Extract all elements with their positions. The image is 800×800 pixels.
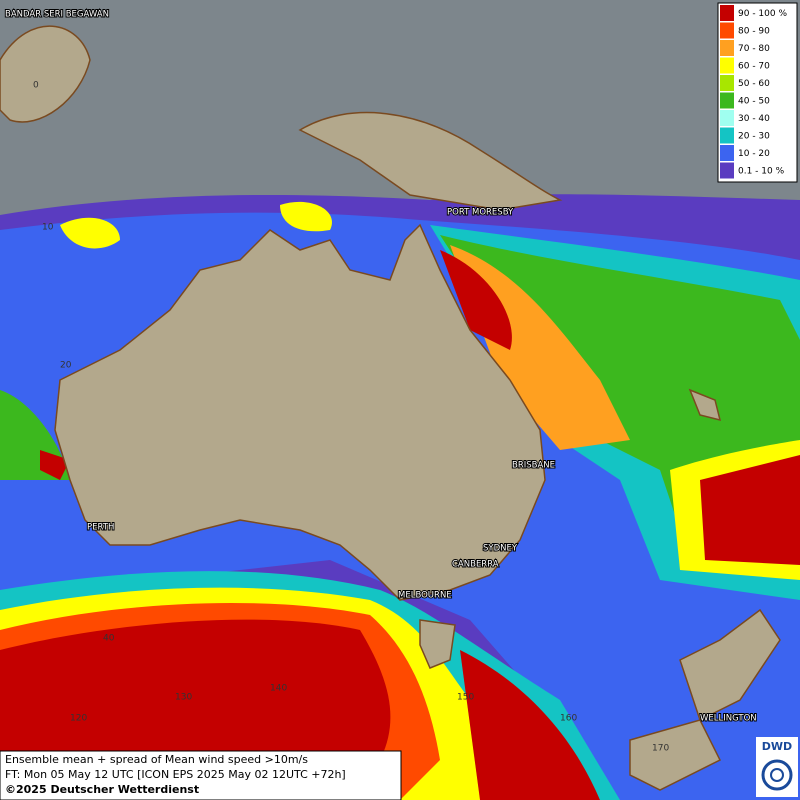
legend-label: 60 - 70 (738, 62, 770, 72)
legend-swatch (720, 162, 734, 179)
legend-swatch (720, 145, 734, 161)
legend-swatch (720, 92, 734, 109)
grid-label: 160 (560, 714, 577, 724)
land (0, 25, 781, 791)
grid-label: 140 (270, 684, 287, 694)
legend-swatch (720, 127, 734, 144)
legend-label: 80 - 90 (738, 27, 770, 37)
logo-box (756, 737, 798, 797)
legend-swatch (720, 57, 734, 74)
grid-label: 20 (60, 361, 72, 371)
caption: Ensemble mean + spread of Mean wind spee… (5, 753, 346, 796)
legend-swatch (720, 22, 734, 39)
legend: 90 - 100 % 80 - 90 70 - 80 60 - 70 50 - 60 40… (717, 2, 798, 183)
caption-line: FT: Mon 05 May 12 UTC [ICON EPS 2025 May… (5, 768, 346, 781)
logo-icon (770, 768, 784, 782)
grid-label: 0 (33, 81, 39, 91)
legend-swatch (720, 110, 734, 126)
city-label: BRISBANE (512, 461, 555, 471)
grid-label: 40 (103, 634, 115, 644)
labels: BANDAR SERI BEGAWAN PORT MORESBY BRISBANE P… (4, 9, 758, 754)
legend-label: 10 - 20 (738, 149, 770, 159)
legend-label: 20 - 30 (738, 132, 770, 142)
legend-label: 40 - 50 (738, 97, 770, 107)
city-label: PORT MORESBY (447, 208, 514, 218)
legend-swatch (720, 5, 734, 21)
legend-label: 30 - 40 (738, 114, 770, 124)
caption-line: Ensemble mean + spread of Mean wind spee… (5, 753, 308, 766)
legend-swatch (720, 75, 734, 91)
city-label: MELBOURNE (398, 591, 452, 601)
legend-label: 90 - 100 % (738, 9, 787, 19)
city-label: WELLINGTON (700, 714, 757, 724)
city-label: BANDAR SERI BEGAWAN (5, 10, 109, 20)
logo: DWD (762, 740, 792, 753)
caption-box (0, 750, 402, 800)
city-label: SYDNEY (483, 544, 518, 554)
grid-label: 150 (457, 693, 474, 703)
grid-label: 130 (175, 693, 192, 703)
city-label: CANBERRA (452, 560, 499, 570)
logo-icon (761, 759, 793, 791)
caption-line: ©2025 Deutscher Wetterdienst (5, 783, 199, 796)
city-label: PERTH (87, 523, 114, 533)
legend-label: 70 - 80 (738, 44, 770, 54)
legend-label: 0.1 - 10 % (738, 167, 785, 177)
legend-swatch (720, 40, 734, 56)
grid-label: 10 (42, 223, 54, 233)
grid-label: 170 (652, 744, 669, 754)
legend-items: 90 - 100 % 80 - 90 70 - 80 60 - 70 50 - 60 40… (720, 5, 787, 179)
grid-label: 120 (70, 714, 87, 724)
legend-label: 50 - 60 (738, 79, 770, 89)
